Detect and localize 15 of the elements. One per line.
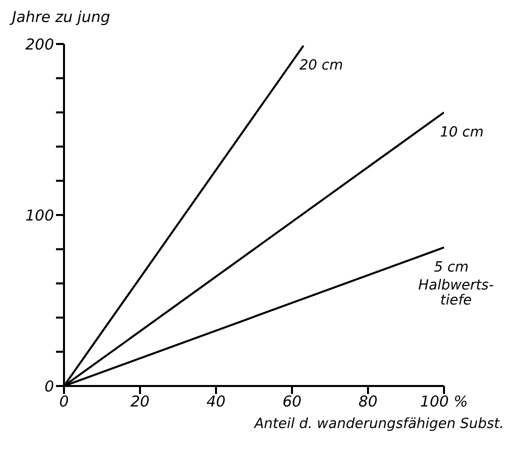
x-tick-label: 40 xyxy=(206,392,226,411)
y-tick-label: 0 xyxy=(44,377,54,396)
x-tick-label: 60 xyxy=(282,392,302,411)
y-tick-label: 100 xyxy=(25,206,54,224)
x-tick-label: 20 xyxy=(130,392,150,411)
x-tick-label: 80 xyxy=(358,392,378,411)
y-tick-label: 200 xyxy=(25,35,54,54)
x-tick-label: 100 % xyxy=(420,392,468,411)
series-label: 10 cm xyxy=(440,124,484,140)
series-label: 5 cm xyxy=(434,259,469,276)
series-label: 20 cm xyxy=(299,58,344,74)
y-axis-title: Jahre zu jung xyxy=(12,8,110,26)
annotation: Halbwerts-tiefe xyxy=(418,278,494,308)
x-tick-label: 0 xyxy=(59,392,69,411)
x-axis-title: Anteil d. wanderungsfähigen Subst. xyxy=(253,416,504,432)
